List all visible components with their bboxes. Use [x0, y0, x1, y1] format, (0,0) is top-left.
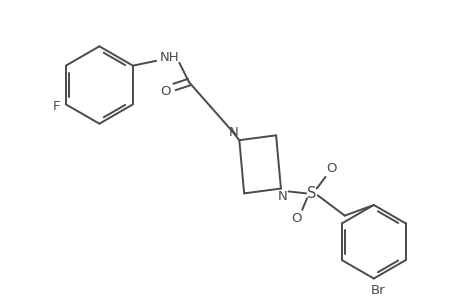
Text: N: N — [228, 126, 238, 139]
Text: S: S — [307, 186, 316, 201]
Text: Br: Br — [369, 284, 384, 297]
Text: N: N — [277, 190, 287, 203]
Text: F: F — [52, 100, 60, 113]
Text: NH: NH — [160, 51, 179, 64]
Text: O: O — [325, 162, 336, 175]
Text: O: O — [160, 85, 171, 98]
Text: O: O — [291, 212, 301, 225]
